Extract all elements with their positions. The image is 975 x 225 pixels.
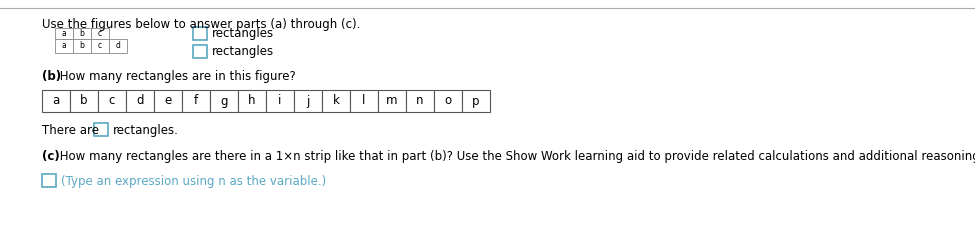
Bar <box>322 90 350 112</box>
Text: e: e <box>165 94 172 108</box>
Bar <box>182 90 210 112</box>
Text: d: d <box>136 94 143 108</box>
Text: How many rectangles are in this figure?: How many rectangles are in this figure? <box>56 70 295 83</box>
Bar <box>94 123 108 136</box>
Text: b: b <box>80 41 85 50</box>
Bar <box>350 90 378 112</box>
Text: m: m <box>386 94 398 108</box>
Bar <box>406 90 434 112</box>
Text: (b): (b) <box>42 70 61 83</box>
Text: c: c <box>98 41 102 50</box>
Bar <box>91 39 109 53</box>
Text: a: a <box>53 94 59 108</box>
Bar <box>55 39 73 53</box>
Text: There are: There are <box>42 124 99 137</box>
Bar <box>91 28 109 39</box>
Text: o: o <box>445 94 451 108</box>
Bar <box>462 90 490 112</box>
Text: d: d <box>116 41 121 50</box>
Text: k: k <box>332 94 339 108</box>
Bar <box>154 90 182 112</box>
Text: b: b <box>80 29 85 38</box>
Bar <box>126 90 154 112</box>
Text: (Type an expression using n as the variable.): (Type an expression using n as the varia… <box>61 175 327 188</box>
Bar <box>55 28 73 39</box>
Text: p: p <box>472 94 480 108</box>
Bar <box>378 90 406 112</box>
Text: j: j <box>306 94 310 108</box>
Bar <box>266 90 294 112</box>
Text: (c): (c) <box>42 150 59 163</box>
Bar <box>42 174 56 187</box>
Bar <box>109 39 127 53</box>
Bar <box>193 45 207 58</box>
Text: rectangles: rectangles <box>212 27 274 40</box>
Bar <box>73 39 91 53</box>
Bar <box>434 90 462 112</box>
Text: l: l <box>363 94 366 108</box>
Bar <box>98 90 126 112</box>
Text: Use the figures below to answer parts (a) through (c).: Use the figures below to answer parts (a… <box>42 18 361 31</box>
Text: f: f <box>194 94 198 108</box>
Text: a: a <box>61 29 66 38</box>
Text: c: c <box>109 94 115 108</box>
Text: a: a <box>61 41 66 50</box>
Bar <box>294 90 322 112</box>
Text: g: g <box>220 94 228 108</box>
Bar <box>42 90 70 112</box>
Bar <box>210 90 238 112</box>
Text: b: b <box>80 94 88 108</box>
Text: i: i <box>278 94 282 108</box>
Text: rectangles.: rectangles. <box>113 124 178 137</box>
Text: h: h <box>249 94 255 108</box>
Text: c: c <box>98 29 102 38</box>
Bar <box>70 90 98 112</box>
Bar <box>73 28 91 39</box>
Bar <box>238 90 266 112</box>
Text: rectangles: rectangles <box>212 45 274 58</box>
Bar <box>193 27 207 40</box>
Text: n: n <box>416 94 424 108</box>
Text: How many rectangles are there in a 1×n strip like that in part (b)? Use the Show: How many rectangles are there in a 1×n s… <box>56 150 975 163</box>
